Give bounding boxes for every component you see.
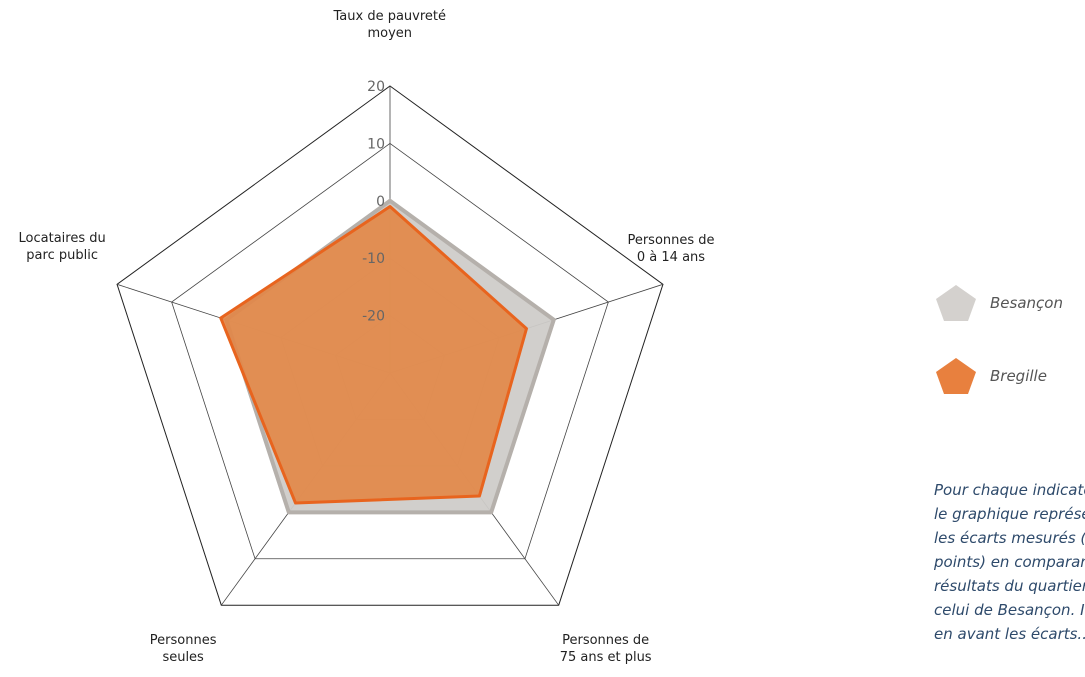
axis-label: Taux de pauvreté moyen [333,9,447,41]
axis-label: Personnes de 75 ans et plus [559,633,652,666]
legend-item-bregille: Bregille [934,356,1047,396]
note-line: résultats du quartier à [934,577,1085,595]
grid-ring [171,142,609,560]
series-polygon-bregille [219,205,528,505]
note-line: points) en comparant les [934,553,1085,571]
legend-label-besancon: Besançon [990,294,1063,312]
note-line: les écarts mesurés (en [934,529,1085,547]
tick-label: -10 [362,251,385,267]
legend-item-besancon: Besançon [934,283,1063,323]
legend-label-bregille: Bregille [990,367,1047,385]
tick-label: 20 [367,79,385,95]
radar-series [219,198,556,515]
tick-label: -20 [362,309,385,325]
explanatory-note: Pour chaque indicateur, le graphique rep… [934,478,1085,646]
axis-label: Personnes de 0 à 14 ans [627,233,715,266]
tick-label: 0 [376,194,385,210]
grid-ring [116,85,664,606]
note-line: Pour chaque indicateur, [934,481,1085,499]
axis-label: Personnes seules [149,633,217,666]
legend-swatch-besancon [936,285,976,321]
axis-label: Locataires du parc public [18,231,106,264]
tick-label: 10 [367,136,385,152]
radial-tick-labels: 20 10 0 -10 -20 [362,79,385,325]
note-line: en avant les écarts... [934,625,1085,643]
legend-swatch-bregille [936,358,976,394]
note-line: celui de Besançon. Il met [934,601,1085,619]
note-line: le graphique représente [934,505,1085,523]
